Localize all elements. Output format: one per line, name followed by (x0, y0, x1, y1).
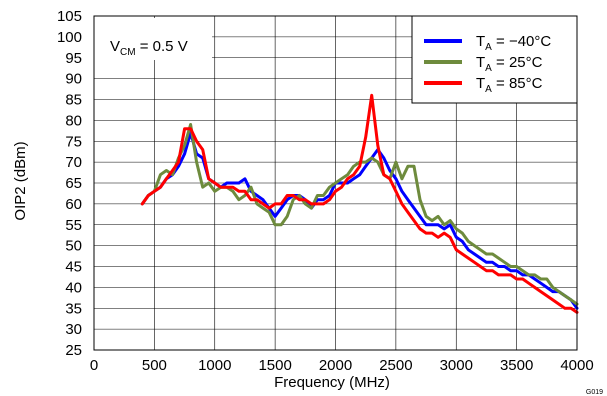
y-tick-label: 90 (65, 71, 82, 88)
x-tick-label: 3500 (500, 357, 533, 374)
y-tick-label: 50 (65, 238, 82, 255)
series-line-2 (140, 93, 579, 314)
y-tick-label: 105 (57, 8, 82, 25)
plot-frame (93, 15, 578, 351)
annotation-background (94, 18, 212, 60)
x-axis-label: Frequency (MHz) (274, 374, 390, 391)
vcm-annotation: VCM = 0.5 V (94, 18, 212, 60)
y-tick-label: 95 (65, 50, 82, 67)
x-tick-labels: 0 500 1000 1500 2000 2500 3000 3500 4000 (90, 357, 594, 374)
x-tick-label: 500 (142, 357, 167, 374)
x-tick-label: 1500 (258, 357, 291, 374)
legend-label-0: TA = −40°C (476, 33, 551, 53)
y-tick-label: 80 (65, 112, 82, 129)
y-tick-label: 100 (57, 29, 82, 46)
figure-id: G019 (586, 389, 603, 396)
legend-label-1: TA = 25°C (476, 54, 543, 74)
y-axis-label: OIP2 (dBm) (12, 141, 29, 220)
x-tick-label: 3000 (440, 357, 473, 374)
x-tick-label: 0 (90, 357, 98, 374)
y-tick-label: 85 (65, 92, 82, 109)
x-tick-label: 4000 (560, 357, 593, 374)
annotation-text: VCM = 0.5 V (110, 38, 188, 58)
y-tick-label: 70 (65, 154, 82, 171)
legend-box (411, 15, 578, 104)
y-tick-label: 45 (65, 259, 82, 276)
x-tick-label: 1000 (198, 357, 231, 374)
legend-label-2: TA = 85°C (476, 75, 543, 95)
series-lines (140, 93, 579, 314)
y-tick-label: 30 (65, 321, 82, 338)
y-tick-label: 55 (65, 217, 82, 234)
y-tick-label: 35 (65, 300, 82, 317)
x-tick-label: 2000 (319, 357, 352, 374)
y-tick-label: 40 (65, 279, 82, 296)
y-tick-label: 65 (65, 175, 82, 192)
legend: TA = −40°CTA = 25°CTA = 85°C (411, 15, 578, 104)
y-tick-label: 75 (65, 133, 82, 150)
y-tick-label: 25 (65, 342, 82, 359)
y-tick-label: 60 (65, 196, 82, 213)
y-tick-labels: 25 30 35 40 45 50 55 60 65 70 75 80 85 90 95 100 105 (57, 8, 82, 359)
x-tick-label: 2500 (379, 357, 412, 374)
